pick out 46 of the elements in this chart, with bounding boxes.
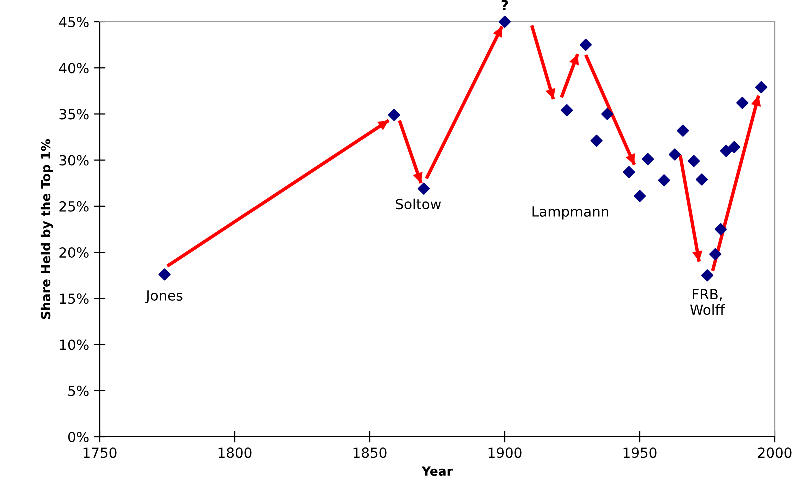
point	[623, 166, 636, 178]
y-tick-label: 5%	[68, 386, 89, 396]
point	[590, 134, 603, 148]
point	[642, 153, 654, 166]
x-tick-label: 2000	[758, 448, 792, 458]
y-tick-label: 45%	[59, 16, 89, 28]
y-axis-title: Share Held by the Top 1%	[40, 139, 54, 320]
x-tick-label: 1850	[354, 448, 387, 458]
y-tick-label: 30%	[60, 155, 89, 166]
point	[701, 270, 714, 282]
point	[669, 148, 682, 161]
annotation: Lampmann	[532, 206, 608, 220]
point	[720, 145, 732, 158]
annotation: ?	[502, 0, 508, 11]
point	[688, 155, 700, 168]
point	[388, 109, 400, 122]
point	[696, 174, 708, 186]
annotation: Soltow	[396, 198, 442, 210]
x-tick-label: 1900	[488, 448, 522, 458]
y-tick-label: 25%	[60, 201, 89, 212]
y-tick-label: 35%	[60, 109, 89, 120]
y-tick-label: 40%	[59, 63, 89, 74]
point	[498, 16, 512, 28]
point	[158, 268, 171, 281]
point	[710, 248, 722, 260]
annotation: FRB, Wolff	[690, 289, 726, 316]
y-tick-label: 20%	[60, 248, 89, 258]
annotation: Jones	[145, 290, 183, 304]
x-axis-title: Year	[422, 466, 453, 476]
y-tick-label: 15%	[60, 294, 89, 304]
x-tick-label: 1750	[84, 448, 117, 458]
x-tick-label: 1950	[624, 448, 657, 458]
point	[714, 223, 728, 236]
point	[755, 81, 768, 94]
y-tick-label: 0%	[68, 432, 89, 442]
point	[418, 182, 430, 195]
point	[580, 38, 592, 52]
x-tick-label: 1800	[218, 448, 252, 458]
y-tick-label: 10%	[60, 340, 89, 350]
point	[561, 104, 574, 117]
point	[658, 174, 670, 187]
point	[677, 124, 690, 137]
point	[602, 108, 614, 120]
point	[728, 141, 741, 154]
point	[736, 97, 749, 110]
point	[634, 190, 646, 202]
